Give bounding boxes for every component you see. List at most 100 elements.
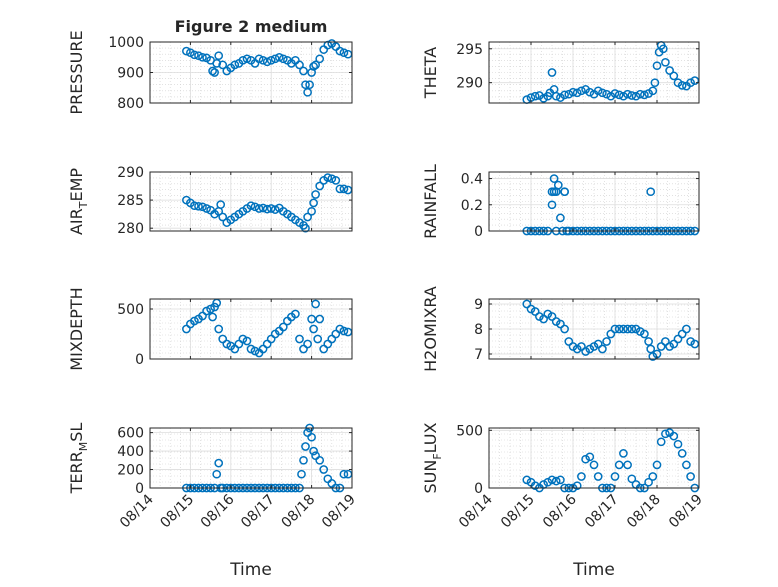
data-point	[299, 455, 308, 465]
data-point	[581, 454, 590, 464]
data-point	[658, 44, 668, 54]
data-point	[274, 52, 284, 62]
data-point	[619, 91, 628, 101]
data-point	[194, 51, 203, 61]
data-point	[593, 86, 603, 96]
data-point	[301, 442, 310, 451]
data-point	[677, 449, 687, 458]
data-point	[551, 476, 561, 486]
data-point	[564, 337, 574, 346]
data-point	[270, 205, 280, 214]
data-point	[568, 87, 578, 97]
data-point	[635, 89, 645, 99]
data-point	[258, 203, 268, 213]
data-point	[640, 329, 649, 339]
subplot-3: 280 285 290 AIRTEMP	[67, 165, 353, 237]
data-point	[254, 54, 264, 64]
data-point	[295, 60, 304, 70]
data-point	[547, 200, 557, 210]
data-point	[614, 90, 624, 100]
data-point	[230, 60, 240, 70]
data-point	[623, 460, 632, 470]
x-tick-label: 08/14	[456, 491, 496, 531]
data-point	[549, 174, 559, 183]
data-point	[623, 324, 632, 334]
x-tick-label: 08/15	[157, 492, 197, 532]
data-point	[644, 477, 653, 487]
data-point	[623, 89, 632, 99]
data-point	[216, 200, 226, 209]
y-tick-label: 600	[117, 426, 144, 442]
data-point	[652, 61, 662, 71]
data-point	[250, 202, 260, 212]
data-point	[577, 86, 586, 96]
data-point	[593, 339, 603, 349]
subplot-8: 0 500 08/14 08/15 08/16 08/17 08/18 08/19 Time SU…	[421, 422, 706, 580]
data-point	[656, 437, 666, 447]
data-point	[677, 329, 687, 339]
y-axis-label: TERRMSL	[67, 423, 90, 495]
axes-box	[488, 427, 700, 489]
data-point	[564, 89, 574, 99]
y-tick-label: 500	[456, 423, 483, 439]
x-axis-label: Time	[572, 560, 615, 580]
data-point	[313, 334, 323, 344]
data-point	[619, 449, 628, 458]
y-tick-label: 0	[135, 481, 144, 497]
data-point	[606, 329, 616, 339]
data-point	[315, 314, 325, 324]
data-point	[602, 89, 611, 99]
data-point	[301, 223, 310, 233]
x-tick-label: 08/16	[540, 491, 580, 531]
data-point	[202, 204, 211, 213]
data-point	[262, 204, 272, 214]
data-point	[182, 46, 191, 56]
y-axis-label: SUNFLUX	[421, 422, 444, 493]
data-point	[238, 55, 248, 65]
data-point	[577, 472, 586, 481]
data-point	[646, 187, 656, 197]
data-point	[309, 62, 318, 71]
data-point	[278, 54, 288, 64]
y-tick-label: 0	[474, 224, 483, 240]
data-point	[335, 46, 345, 56]
data-point	[619, 324, 628, 334]
data-point	[547, 68, 557, 77]
data-point	[648, 86, 658, 96]
data-point	[250, 346, 260, 356]
y-tick-label: 0.4	[461, 172, 483, 188]
subplot-5: 0 500 MIXDEPTH	[67, 287, 353, 371]
data-point	[190, 316, 199, 326]
data-point	[598, 88, 607, 98]
data-point	[690, 76, 700, 85]
data-point	[266, 55, 276, 65]
subplot-7: 0 200 400 600 08/14 08/15 08/16 08/17 08/18 08/19…	[67, 423, 359, 580]
data-point	[311, 190, 320, 199]
data-point	[547, 312, 557, 321]
subplot-1: 800 900 1000 PRESSURE	[67, 30, 353, 115]
data-point	[307, 432, 316, 442]
data-point	[614, 460, 624, 470]
data-point	[327, 174, 337, 184]
data-point	[210, 68, 219, 77]
data-point	[218, 212, 228, 222]
x-axis-label: Time	[229, 560, 272, 580]
y-tick-label: 1000	[108, 35, 144, 51]
data-point	[560, 187, 569, 197]
data-point	[307, 314, 316, 324]
subplot-6: 7 8 9 H2OMIXRA	[421, 286, 700, 372]
data-point	[238, 334, 248, 344]
data-point	[640, 90, 649, 100]
data-point	[690, 339, 700, 349]
y-axis-label: THETA	[421, 47, 440, 99]
data-point	[631, 91, 641, 101]
data-point	[553, 180, 563, 190]
x-tick-label: 08/18	[279, 492, 319, 532]
data-point	[682, 460, 691, 470]
data-point	[208, 66, 217, 76]
data-point	[556, 319, 565, 329]
axes-box	[488, 41, 700, 104]
data-point	[309, 446, 318, 456]
data-point	[669, 71, 679, 81]
